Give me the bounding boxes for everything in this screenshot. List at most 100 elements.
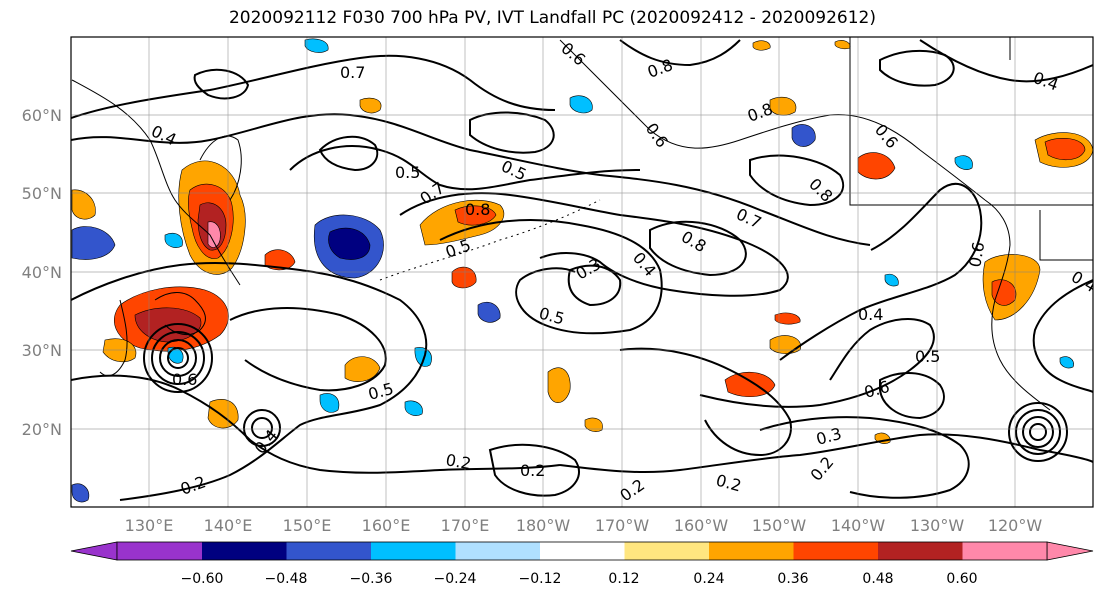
pv-positive-region	[1044, 137, 1086, 160]
contour-label: 0.8	[645, 55, 675, 82]
pv-shading	[71, 38, 1093, 503]
colorbar-swatch	[878, 542, 963, 560]
pv-positive-region	[724, 372, 776, 398]
contour-label: 0.7	[733, 204, 764, 232]
north-america-coastline	[984, 199, 1051, 411]
colorbar-swatch	[286, 542, 371, 560]
contour-label: 0.3	[573, 254, 605, 283]
contour-label: 0.2	[444, 450, 472, 473]
pv-negative-region	[1059, 356, 1074, 369]
pv-positive-region	[207, 399, 239, 429]
contour-ring	[1022, 416, 1054, 448]
pv-positive-region	[359, 97, 382, 114]
map-title: 2020092112 F030 700 hPa PV, IVT Landfall…	[228, 8, 876, 28]
lon-label: 130°W	[910, 516, 965, 535]
colorbar-tick-label: 0.12	[608, 571, 639, 587]
colorbar-extend-high	[1046, 541, 1094, 561]
pv-positive-region	[451, 266, 477, 289]
contour-ring	[1029, 423, 1047, 441]
colorbar-swatch	[117, 542, 202, 560]
border-line	[849, 37, 1093, 206]
colorbar-tick-label: −0.24	[434, 571, 477, 587]
pv-negative-region	[71, 483, 90, 503]
japan-coastline	[154, 292, 206, 336]
colorbar-swatch	[962, 542, 1047, 560]
colorbar-tick-label: 0.24	[693, 571, 724, 587]
pv-negative-region	[477, 301, 501, 323]
colorbar-swatch	[540, 542, 625, 560]
lat-label: 30°N	[22, 341, 62, 360]
contour-line	[779, 183, 983, 361]
colorbar-swatch	[455, 542, 540, 560]
lon-label: 150°W	[752, 516, 807, 535]
pv-positive-region	[207, 221, 221, 248]
pv-positive-region	[547, 367, 571, 403]
contour-label: 0.2	[178, 472, 208, 499]
pv-positive-region	[71, 189, 96, 220]
colorbar-frame	[116, 541, 1048, 561]
colorbar-tick-label: 0.48	[862, 571, 893, 587]
lat-label: 50°N	[22, 184, 62, 203]
lon-label: 170°W	[595, 516, 650, 535]
contour-line	[71, 261, 428, 501]
contour-label: 0.4	[251, 426, 282, 458]
latitude-labels: 60°N 50°N 40°N 30°N 20°N	[22, 106, 62, 439]
lat-label: 60°N	[22, 106, 62, 125]
contour-line	[649, 220, 747, 277]
pv-negative-region	[328, 227, 371, 260]
contour-line	[488, 443, 580, 497]
pv-positive-region	[264, 249, 296, 271]
contour-label: 0.5	[366, 379, 396, 404]
colorbar-swatch	[371, 542, 456, 560]
longitude-labels: 130°E 140°E 150°E 160°E 170°E 180°W 170°…	[125, 516, 1043, 535]
contour-label: 0.6	[871, 120, 902, 152]
contour-line	[759, 416, 970, 499]
contour-label: 0.4	[858, 305, 883, 324]
pv-positive-region	[344, 356, 381, 382]
lat-label: 20°N	[22, 420, 62, 439]
lon-label: 150°E	[283, 516, 332, 535]
pv-positive-region	[857, 152, 896, 180]
aleutian-islands	[379, 199, 601, 281]
colorbar-tick-label: −0.48	[265, 571, 308, 587]
pv-negative-region	[884, 273, 899, 287]
contour-line	[559, 433, 1093, 474]
pv-negative-region	[319, 393, 340, 413]
contour-label: 0.2	[714, 471, 744, 496]
lon-label: 160°W	[674, 516, 729, 535]
contour-line	[1032, 279, 1093, 393]
gridlines	[71, 37, 1093, 507]
colorbar-tick-label: −0.36	[350, 571, 393, 587]
pv-positive-region	[769, 335, 802, 354]
colorbar-swatch	[202, 542, 287, 560]
contour-line	[879, 49, 955, 87]
pv-contours	[71, 39, 1093, 501]
colorbar-tick-label: −0.12	[519, 571, 562, 587]
contour-label: 0.4	[1031, 68, 1061, 95]
alaska-coastline	[559, 39, 986, 201]
lon-label: 140°E	[204, 516, 253, 535]
contour-label: 0.2	[616, 475, 648, 505]
contour-ring	[243, 409, 281, 447]
contour-label: 0.6	[965, 240, 988, 268]
pv-negative-region	[569, 95, 593, 114]
contour-ring	[159, 339, 197, 377]
contour-line	[193, 68, 250, 100]
contour-line	[879, 372, 945, 420]
contour-ring	[1015, 409, 1061, 455]
border-line	[1039, 210, 1093, 261]
colorbar-tick-label: −0.60	[181, 571, 224, 587]
contour-label: 0.4	[148, 121, 179, 149]
pv-negative-region	[954, 155, 973, 170]
lat-label: 40°N	[22, 263, 62, 282]
pv-negative-region	[164, 232, 183, 248]
map-frame	[70, 36, 1094, 508]
contour-line	[699, 318, 935, 408]
colorbar: −0.60 −0.48 −0.36 −0.24 −0.12 0.12 0.24 …	[70, 541, 1094, 587]
colorbar-swatch	[624, 542, 709, 560]
lon-label: 140°W	[831, 516, 886, 535]
pv-positive-region	[834, 40, 851, 50]
contour-line	[71, 113, 871, 246]
contour-label: 0.6	[862, 377, 892, 402]
contour-line	[289, 145, 641, 191]
